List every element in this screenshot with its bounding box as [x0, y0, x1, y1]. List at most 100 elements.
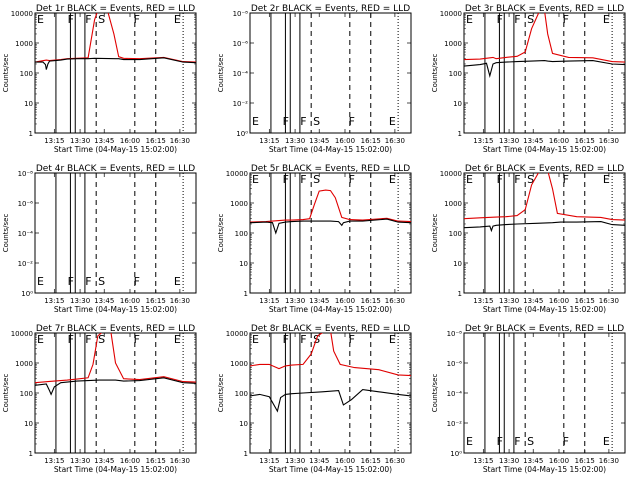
x-tick-label: 13:30: [70, 457, 90, 465]
y-axis-label: Counts/sec: [431, 374, 439, 413]
event-letter: F: [68, 275, 74, 288]
panel-det-7r: Det 7r BLACK = Events, RED = LLD 1 10 100 10…: [2, 324, 197, 474]
event-letter: E: [603, 173, 610, 186]
x-tick-label: 13:15: [44, 137, 64, 145]
y-tick-label: 10⁻⁸: [447, 330, 463, 338]
series-line-events: [464, 221, 625, 233]
panel-title: Det 4r BLACK = Events, RED = LLD: [36, 164, 195, 174]
event-letter: S: [98, 333, 105, 346]
x-tick-label: 13:15: [259, 137, 279, 145]
y-tick-label: 10⁻²: [447, 420, 463, 428]
x-tick-label: 16:00: [549, 137, 569, 145]
event-letter: F: [68, 333, 74, 346]
x-tick-label: 16:15: [575, 457, 595, 465]
x-tick-label: 16:00: [335, 137, 355, 145]
panel-det-1r: Det 1r BLACK = Events, RED = LLD 1 10 100 10…: [2, 4, 197, 154]
event-letter: F: [85, 333, 91, 346]
event-letter: F: [497, 435, 503, 448]
event-letter: F: [563, 435, 569, 448]
x-tick-label: 16:00: [335, 297, 355, 305]
y-axis-label: Counts/sec: [2, 374, 10, 413]
event-letter: E: [174, 275, 181, 288]
event-letter: F: [563, 173, 569, 186]
y-tick-label: 10⁰: [236, 130, 248, 138]
panel-det-4r: Det 4r BLACK = Events, RED = LLD 10⁰ 10⁻² 1…: [2, 164, 197, 314]
x-tick-label: 13:45: [309, 457, 329, 465]
event-letter: E: [389, 173, 396, 186]
y-tick-label: 10000: [440, 10, 462, 18]
x-tick-label: 16:15: [146, 457, 166, 465]
series-line-events: [250, 218, 411, 235]
y-tick-label: 1000: [15, 360, 33, 368]
panel-title: Det 9r BLACK = Events, RED = LLD: [465, 324, 624, 334]
x-tick-label: 13:45: [309, 297, 329, 305]
y-tick-label: 10⁻⁴: [233, 70, 249, 78]
event-letter: F: [134, 275, 140, 288]
event-letter: F: [68, 13, 74, 26]
y-tick-label: 10000: [226, 170, 248, 178]
y-tick-label: 1000: [444, 40, 462, 48]
event-letter: F: [497, 173, 503, 186]
series-line-events: [35, 57, 196, 70]
plot-frame: [463, 332, 626, 454]
event-letter: F: [300, 333, 306, 346]
event-letter: F: [134, 13, 140, 26]
event-letter: S: [98, 275, 105, 288]
event-letter: F: [349, 173, 355, 186]
series-line-lld: [464, 13, 625, 63]
x-tick-label: 13:15: [473, 137, 493, 145]
event-letter: S: [527, 173, 534, 186]
event-letter: E: [389, 115, 396, 128]
x-tick-label: 16:15: [575, 137, 595, 145]
panel-det-3r: Det 3r BLACK = Events, RED = LLD 1 10 100 10…: [431, 4, 626, 154]
event-letter: E: [174, 13, 181, 26]
event-letter: F: [300, 115, 306, 128]
x-tick-label: 13:30: [70, 137, 90, 145]
y-axis-label: Counts/sec: [431, 54, 439, 93]
plot-frame: [463, 172, 626, 294]
series-line-lld: [35, 13, 196, 63]
y-tick-label: 1000: [15, 40, 33, 48]
event-letter: F: [514, 435, 520, 448]
series-line-lld: [250, 333, 411, 377]
x-tick-label: 16:00: [120, 137, 140, 145]
event-letter: E: [174, 333, 181, 346]
x-tick-label: 16:30: [385, 457, 405, 465]
event-letter: F: [514, 173, 520, 186]
x-tick-label: 13:45: [523, 457, 543, 465]
x-tick-label: 13:30: [499, 137, 519, 145]
y-tick-label: 10000: [11, 330, 33, 338]
panel-det-9r: Det 9r BLACK = Events, RED = LLD 10⁰ 10⁻² 1…: [431, 324, 626, 474]
y-tick-label: 1: [244, 450, 248, 458]
x-tick-label: 16:30: [170, 137, 190, 145]
x-axis-label: Start Time (04-May-15 15:02:00): [483, 145, 606, 154]
x-tick-label: 13:30: [70, 297, 90, 305]
x-tick-label: 13:45: [523, 137, 543, 145]
y-tick-label: 1: [244, 290, 248, 298]
y-tick-label: 10: [239, 420, 248, 428]
x-tick-label: 16:15: [361, 457, 381, 465]
x-tick-label: 13:45: [309, 137, 329, 145]
x-tick-label: 16:00: [120, 297, 140, 305]
y-tick-label: 1000: [230, 360, 248, 368]
plot-frame: [34, 172, 197, 294]
x-tick-label: 13:30: [285, 297, 305, 305]
panel-title: Det 8r BLACK = Events, RED = LLD: [251, 324, 410, 334]
x-tick-label: 13:30: [285, 137, 305, 145]
event-letter: F: [283, 115, 289, 128]
event-letter: E: [466, 173, 473, 186]
x-tick-label: 13:15: [259, 457, 279, 465]
x-tick-label: 13:15: [473, 457, 493, 465]
x-tick-label: 16:00: [549, 297, 569, 305]
event-letter: E: [252, 173, 259, 186]
y-tick-label: 100: [235, 390, 248, 398]
x-tick-label: 13:15: [259, 297, 279, 305]
y-tick-label: 10000: [11, 10, 33, 18]
x-axis-label: Start Time (04-May-15 15:02:00): [483, 465, 606, 474]
y-tick-label: 10⁻⁸: [18, 170, 34, 178]
y-tick-label: 10: [24, 100, 33, 108]
y-tick-label: 100: [20, 70, 33, 78]
panel-title: Det 6r BLACK = Events, RED = LLD: [465, 164, 624, 174]
x-tick-label: 16:15: [361, 137, 381, 145]
